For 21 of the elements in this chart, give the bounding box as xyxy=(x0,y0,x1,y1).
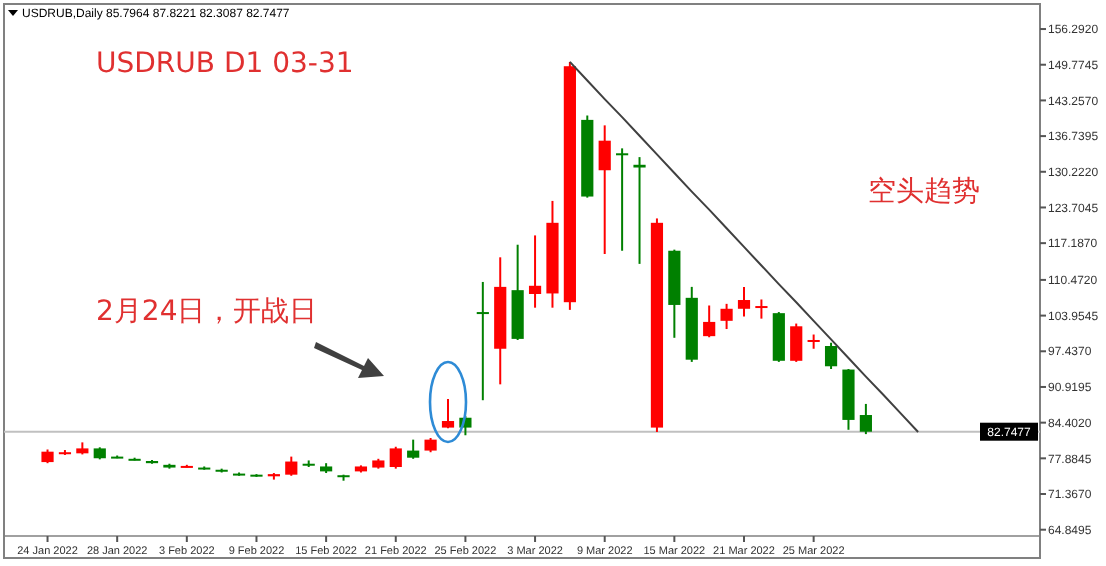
annotation: USDRUB D1 03-31 xyxy=(96,48,354,80)
candlestick xyxy=(772,311,785,363)
candlestick xyxy=(859,402,872,436)
candlestick xyxy=(737,285,751,318)
candlestick xyxy=(824,341,838,371)
candlestick xyxy=(476,280,489,402)
annotation: 2月24日，开战日 xyxy=(96,296,318,328)
candlestick xyxy=(285,455,298,477)
candlestick xyxy=(616,147,629,252)
line-series xyxy=(568,60,920,433)
candlestick xyxy=(703,304,716,339)
candlestick xyxy=(441,398,455,430)
candlestick xyxy=(389,445,402,470)
candlestick xyxy=(790,322,803,363)
candlestick xyxy=(528,234,542,309)
candlestick xyxy=(598,124,611,256)
candlestick xyxy=(407,438,420,460)
candlestick xyxy=(755,298,768,320)
annotation: 空头趋势 xyxy=(868,176,980,208)
candlestick xyxy=(633,156,646,265)
candlestick xyxy=(720,302,733,331)
